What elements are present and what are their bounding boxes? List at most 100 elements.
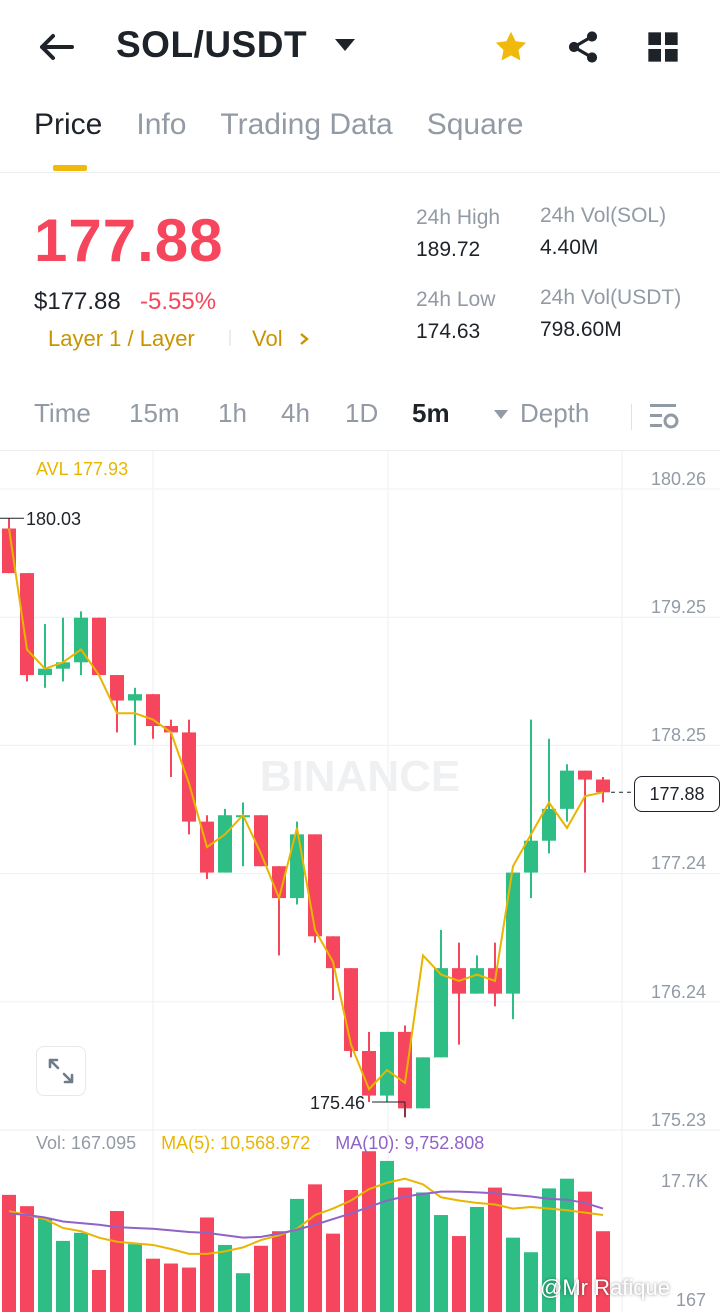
arrow-left-icon (40, 34, 74, 60)
tab-bar: Price Info Trading Data Square (34, 108, 557, 172)
y-tick: 177.24 (650, 853, 706, 873)
vol-tag[interactable]: Vol (252, 326, 283, 351)
tab-price[interactable]: Price (34, 108, 103, 141)
volume-bar (596, 1231, 610, 1312)
tab-info[interactable]: Info (136, 108, 187, 141)
interval-depth[interactable]: Depth (520, 398, 590, 428)
vol-usdt-value: 798.60M (540, 318, 622, 341)
y-tick: 180.26 (650, 469, 706, 489)
volume-bar (74, 1232, 88, 1312)
volume-bar (182, 1267, 196, 1312)
high-marker: 180.03 (26, 509, 82, 529)
candle-body (110, 675, 124, 701)
volume-bar (542, 1188, 556, 1312)
interval-15m[interactable]: 15m (129, 398, 180, 428)
candle-body (596, 779, 610, 793)
volume-bar (308, 1184, 322, 1312)
binance-watermark: BINANCE (260, 752, 460, 801)
ma10-value: MA(10): 9,752.808 (335, 1133, 485, 1153)
candle-body (380, 1031, 394, 1096)
volume-value: Vol: 167.095 (36, 1133, 137, 1153)
volume-legend: Vol: 167.095 MA(5): 10,568.972 MA(10): 9… (36, 1133, 504, 1154)
volume-bar (578, 1191, 592, 1312)
candle-body (578, 770, 592, 780)
high-value: 189.72 (416, 238, 481, 261)
interval-1d[interactable]: 1D (345, 398, 379, 428)
vol-sol-value: 4.40M (540, 236, 599, 259)
volume-y-tick: 17.7K (660, 1171, 708, 1191)
interval-1h[interactable]: 1h (218, 398, 247, 428)
change-percent: -5.55% (140, 288, 217, 315)
candle-body (506, 872, 520, 994)
volume-bar (218, 1244, 232, 1312)
star-icon[interactable] (488, 24, 534, 70)
volume-bar (326, 1233, 340, 1312)
candle-body (542, 808, 556, 841)
candle-body (2, 528, 16, 574)
category-tag[interactable]: Layer 1 / Layer (48, 326, 195, 351)
candle-body (560, 770, 574, 809)
high-label: 24h High (416, 206, 501, 229)
interval-5m[interactable]: 5m (412, 398, 450, 428)
candle-body (416, 1057, 430, 1109)
volume-bar (56, 1240, 70, 1312)
caret-down-icon[interactable] (330, 30, 360, 60)
tab-trading-data[interactable]: Trading Data (220, 108, 393, 141)
caret-down-icon[interactable] (492, 408, 510, 422)
candle-body (344, 968, 358, 1051)
volume-bar (362, 1151, 376, 1312)
ma5-line (8, 1177, 604, 1255)
volume-bar (110, 1211, 124, 1312)
chart-canvas: BINANCE (0, 451, 720, 1312)
divider (0, 450, 720, 451)
pair-title[interactable]: SOL/USDT (116, 24, 308, 65)
share-icon[interactable] (560, 24, 606, 70)
candle-body (56, 662, 70, 669)
tab-square[interactable]: Square (426, 108, 524, 141)
candle-body (38, 668, 52, 676)
expand-button[interactable] (36, 1046, 86, 1096)
volume-bar (416, 1192, 430, 1312)
volume-bar (398, 1187, 412, 1312)
user-watermark: @Mr Rafique (540, 1275, 670, 1300)
candlestick-chart[interactable]: BINANCE (0, 451, 720, 1312)
back-button[interactable] (34, 24, 80, 70)
volume-bar (146, 1258, 160, 1312)
volume-bar (92, 1269, 106, 1312)
interval-time[interactable]: Time (34, 398, 91, 428)
low-marker: 175.46 (310, 1093, 366, 1113)
volume-bar (272, 1231, 286, 1312)
vol-usdt-label: 24h Vol(USDT) (540, 286, 682, 309)
expand-icon (48, 1058, 74, 1084)
volume-bar (290, 1198, 304, 1312)
y-tick: 179.25 (650, 597, 706, 617)
candle-body (128, 694, 142, 701)
candle-body (182, 732, 196, 822)
avl-line (8, 528, 604, 1092)
chevron-right-icon[interactable] (298, 327, 310, 353)
volume-bar (380, 1160, 394, 1312)
candle-body (218, 815, 232, 873)
volume-bar (560, 1178, 574, 1312)
volume-y-tick: 167 (675, 1290, 706, 1310)
candle-body (164, 726, 178, 733)
candle-body (254, 815, 268, 867)
candle-body (20, 573, 34, 676)
y-tick: 178.25 (650, 725, 706, 745)
low-value: 174.63 (416, 320, 481, 343)
chart-settings-icon[interactable] (646, 400, 682, 434)
divider (229, 330, 231, 346)
candle-body (146, 694, 160, 727)
volume-bar (38, 1218, 52, 1312)
volume-bar (506, 1237, 520, 1312)
volume-bar (20, 1206, 34, 1312)
volume-bar (128, 1244, 142, 1312)
grid-icon[interactable] (640, 24, 686, 70)
interval-4h[interactable]: 4h (281, 398, 310, 428)
divider (0, 172, 720, 173)
current-price-tag[interactable]: 177.88 (634, 776, 720, 812)
active-tab-indicator (53, 165, 87, 171)
volume-bar (200, 1217, 214, 1312)
candle-body (434, 968, 448, 1058)
candle-body (308, 834, 322, 937)
